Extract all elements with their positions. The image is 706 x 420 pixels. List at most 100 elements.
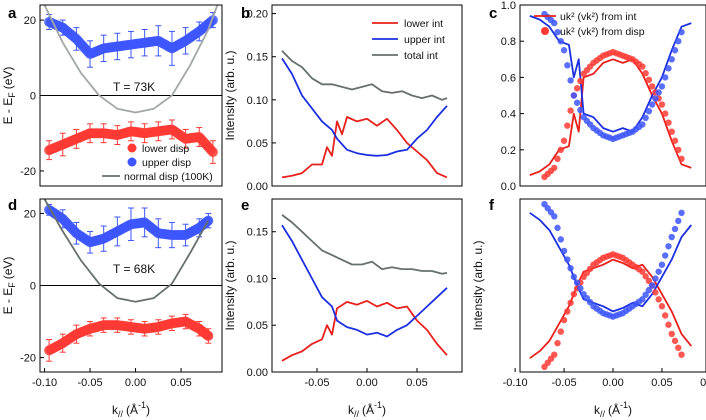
data-point-u-from-disp [671,137,679,144]
data-point-v-from-disp [573,279,581,286]
data-point-v-from-disp [658,261,666,268]
x-axis-label-unit: (Å [608,402,620,417]
data-point-v-from-disp [564,62,571,69]
series-line-total-int [281,214,448,275]
y-axis-label: Intensity (arb. u.) [223,50,237,140]
legend-label: total int [404,50,438,62]
data-point-v-from-disp [645,107,653,115]
axes-frame [519,4,706,187]
temperature-annotation: T = 73K [113,80,155,94]
data-point-v-from-disp [557,38,564,45]
y-tick-label: 0.15 [247,227,268,239]
data-point-v-from-disp [554,224,561,232]
x-tick-label: -0.10 [32,377,57,389]
x-axis-label-close: ) [628,403,632,417]
series-line-total-int [281,50,448,101]
x-tick-label: 0.00 [125,377,146,389]
data-point-v-from-disp [678,209,685,217]
data-point-u-from-disp [639,268,646,275]
series-line-upper-int [281,224,448,338]
data-point-v-from-disp [570,92,578,99]
data-point-u-from-disp [678,155,685,163]
x-axis-label-main: k [348,403,355,417]
y-tick-label: 0.00 [247,367,268,379]
panel-e: 0.00 0.05 0.10 0.15 -0.05 0.00 0.05 Intensity (… [223,197,463,419]
legend-label: upper disp [142,157,191,169]
legend-label: uk² (vk²) from int [560,11,637,23]
x-axis-label: k//(Å-1) [112,400,150,419]
data-point-v-from-disp [639,296,646,303]
y-axis-label-main: E - E [1,98,15,125]
panel-c: 0.00.20.40.60.81.0c uk² (vk²) from intuk²… [489,0,706,193]
data-point-v-from-disp [662,252,669,259]
panel-label-b: b [241,5,250,22]
data-point-v-from-disp [671,225,679,233]
data-point-u-from-disp [557,146,564,153]
x-axis-label-main: k [594,403,601,417]
data-point-v-from-disp [645,286,653,294]
data-point-u-from-disp [675,146,682,153]
y-tick-label: 20 [24,208,36,220]
data-point-u-from-disp [665,119,672,126]
series-line-normal-disp-100k- [43,199,210,303]
data-point-u-from-disp [564,122,571,129]
y-tick-label: 0.10 [247,95,268,107]
y-tick-label: 0 [30,281,36,293]
x-tick-label: -0.05 [78,377,103,389]
x-axis-label-exp: -1 [138,400,146,410]
x-tick-label: 0.05 [170,377,191,389]
data-point-u-from-disp [665,321,672,328]
y-axis-label: Intensity (arb. u.) [223,240,237,330]
data-point-v-from-disp [668,233,675,241]
plot-area-d [40,199,222,362]
y-tick-label: 0 [30,91,36,103]
x-tick-label: -0.05 [304,377,329,389]
y-tick-label: 0.10 [247,273,268,285]
data-point-v-from-disp [648,282,656,289]
data-point-v-from-disp [554,28,561,36]
data-point-v-from-disp [662,74,669,81]
data-point-u-from-disp [570,290,578,298]
x-axis-label-sub: // [118,409,124,419]
panel-f: -0.10 -0.05 0.00 0.05 0.10 Intensity (arb. u.… [471,197,706,419]
data-point-u-from-disp [655,296,662,303]
data-point-u-from-disp [671,337,679,345]
legend-label: lower disp [142,143,189,155]
plot-area-f [529,200,693,371]
panel-d: -20 0 20 -0.10 -0.05 0.00 0.05 E - EF (eV) k//(Å-… [1,197,223,419]
data-point-u-from-disp [645,76,653,84]
axes-frame [271,198,463,373]
data-point-v-from-disp [655,268,662,275]
y-tick-label: 0.00 [247,181,268,193]
y-axis-label-sub: F [7,282,17,288]
data-point-v-from-disp [570,273,578,281]
y-tick-label: 0.6 [501,72,516,84]
y-axis-label: Intensity (arb. u.) [471,240,485,330]
legend-label: upper int [404,34,445,46]
x-axis-label-sub: // [600,409,606,419]
y-tick-label: 20 [24,15,36,27]
y-tick-label: -20 [20,166,36,178]
data-point-v-from-disp [639,121,646,128]
y-axis-label-main: Intensity (arb. u.) [223,240,237,330]
panel-a: -20 0 20 E - EF (eV) T = 73K a lower disp upper … [1,4,223,187]
y-axis-label: E - EF (eV) [1,67,17,125]
data-point-u-from-disp [662,110,669,117]
data-point-v-from-disp [577,106,584,114]
y-tick-label: 0.0 [501,181,516,193]
data-point-v-from-disp [675,38,682,45]
plot-area-a [40,5,222,164]
x-axis-label-sub: // [354,409,360,419]
data-point-u-from-disp [645,277,653,285]
data-point-v-from-disp [658,83,666,90]
data-point-u-from-disp [652,289,659,296]
x-axis-label-close: ) [382,403,386,417]
data-point-u-from-disp [642,69,649,77]
data-point-u-from-disp [658,101,666,108]
panel-label-f: f [489,197,495,214]
data-point-u-from-disp [668,330,675,338]
data-point-u-from-disp [658,303,666,310]
legend: uk² (vk²) from int uk² (vk²) from disp [534,11,645,38]
x-tick-label: 0.05 [406,377,427,389]
legend-marker-lower-disp [127,143,137,153]
